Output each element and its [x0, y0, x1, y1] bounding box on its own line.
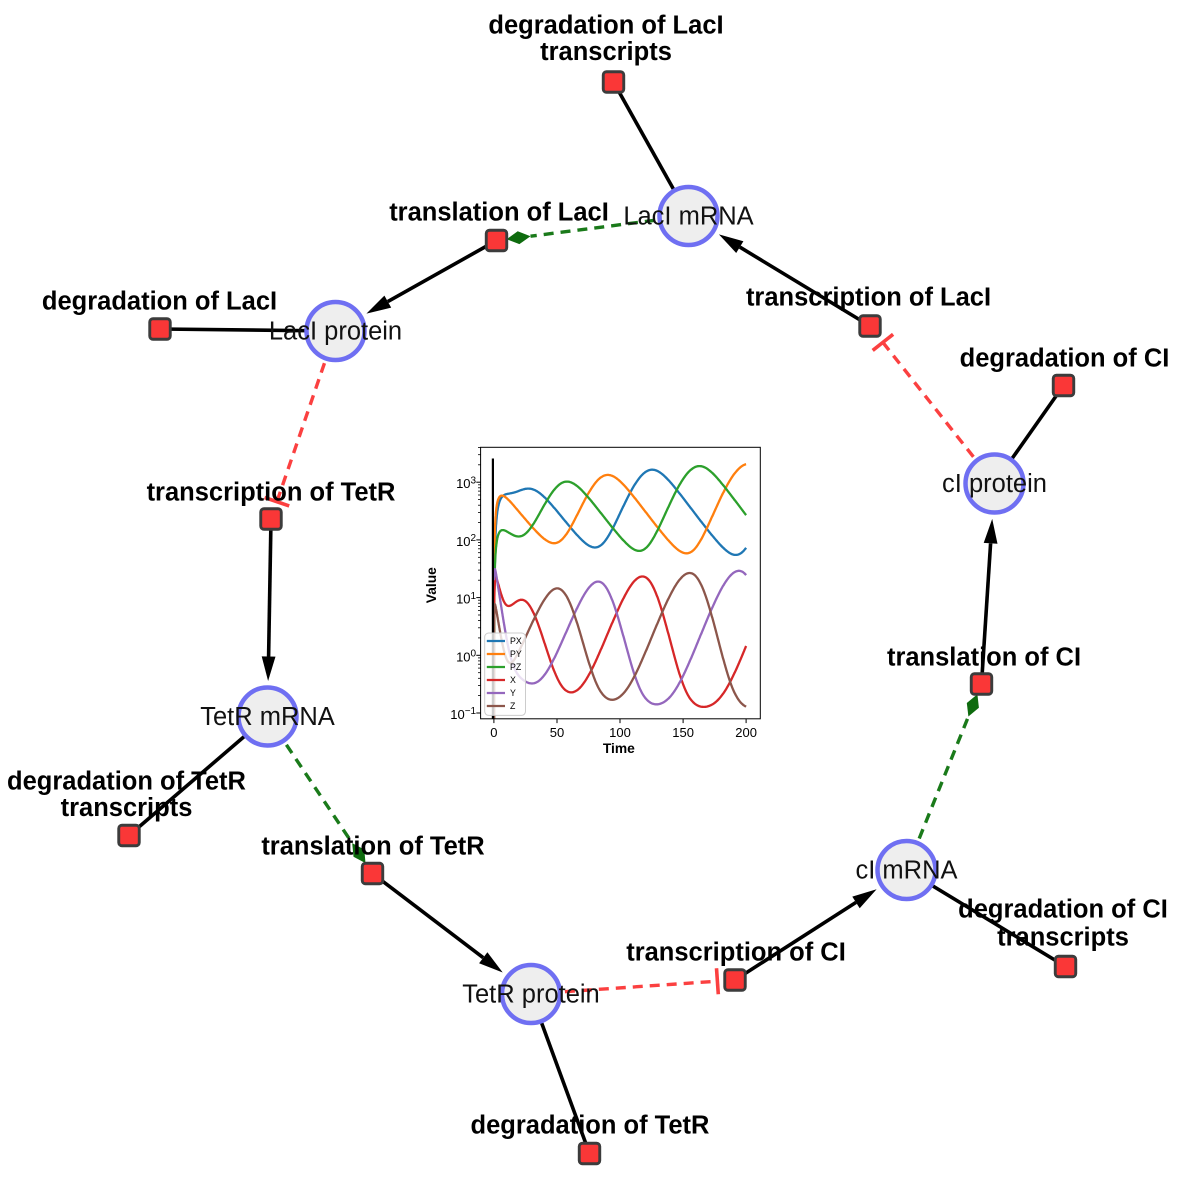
- svg-text:TetR mRNA: TetR mRNA: [200, 703, 335, 731]
- svg-text:translation of TetR: translation of TetR: [261, 833, 484, 861]
- svg-text:transcription of CI: transcription of CI: [626, 939, 846, 967]
- svg-text:PY: PY: [510, 649, 522, 659]
- svg-text:degradation of LacI: degradation of LacI: [488, 12, 723, 40]
- svg-text:transcripts: transcripts: [997, 924, 1129, 952]
- svg-text:cI protein: cI protein: [942, 470, 1047, 498]
- svg-text:degradation of TetR: degradation of TetR: [7, 768, 246, 796]
- svg-text:Time: Time: [603, 741, 635, 756]
- svg-text:degradation of CI: degradation of CI: [960, 345, 1170, 373]
- svg-text:transcription of LacI: transcription of LacI: [746, 284, 991, 312]
- svg-text:degradation of CI: degradation of CI: [958, 896, 1168, 924]
- svg-text:PZ: PZ: [510, 662, 522, 672]
- svg-text:X: X: [510, 675, 516, 685]
- svg-text:translation of CI: translation of CI: [887, 644, 1081, 672]
- svg-text:transcripts: transcripts: [61, 794, 193, 822]
- svg-text:degradation of LacI: degradation of LacI: [42, 288, 277, 316]
- svg-text:degradation of TetR: degradation of TetR: [471, 1112, 710, 1140]
- svg-text:translation of LacI: translation of LacI: [389, 199, 609, 227]
- svg-text:150: 150: [672, 725, 694, 740]
- svg-text:transcription of TetR: transcription of TetR: [147, 479, 396, 507]
- svg-text:transcripts: transcripts: [540, 38, 672, 66]
- svg-text:Y: Y: [510, 688, 516, 698]
- svg-text:50: 50: [550, 725, 564, 740]
- svg-text:cI mRNA: cI mRNA: [856, 857, 958, 885]
- svg-text:TetR protein: TetR protein: [462, 981, 600, 1009]
- svg-text:PX: PX: [510, 636, 522, 646]
- svg-text:Z: Z: [510, 701, 516, 711]
- svg-text:Value: Value: [424, 567, 439, 603]
- svg-text:100: 100: [609, 725, 631, 740]
- svg-text:LacI protein: LacI protein: [269, 318, 402, 346]
- svg-text:200: 200: [735, 725, 757, 740]
- svg-text:LacI mRNA: LacI mRNA: [623, 203, 753, 231]
- svg-text:0: 0: [490, 725, 497, 740]
